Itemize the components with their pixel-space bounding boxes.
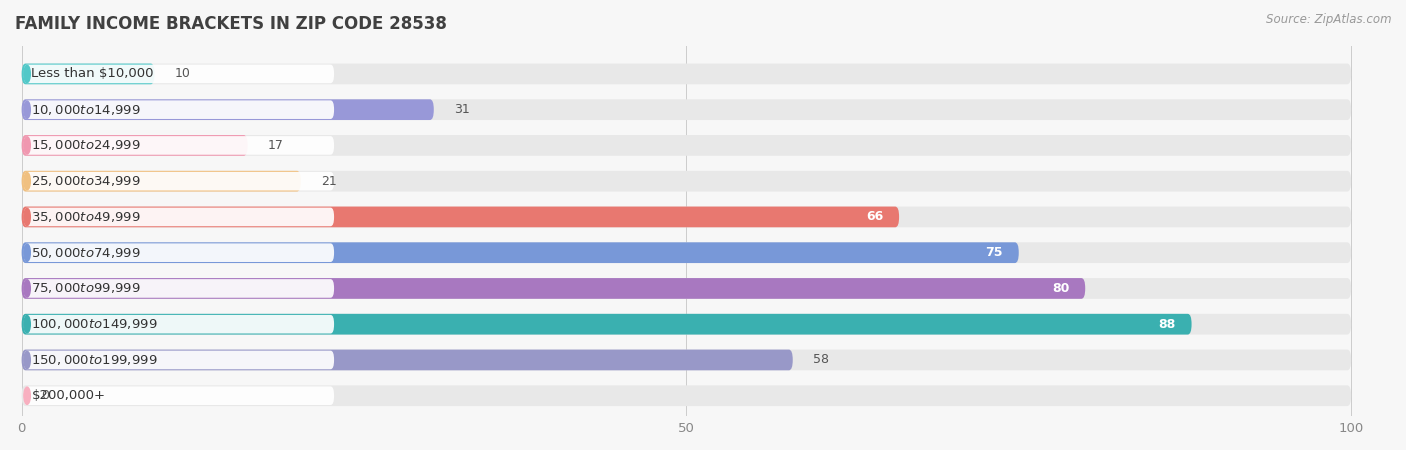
Text: Source: ZipAtlas.com: Source: ZipAtlas.com xyxy=(1267,14,1392,27)
FancyBboxPatch shape xyxy=(24,315,335,333)
Text: 80: 80 xyxy=(1052,282,1070,295)
Text: 0: 0 xyxy=(42,389,49,402)
FancyBboxPatch shape xyxy=(24,387,335,405)
FancyBboxPatch shape xyxy=(21,99,434,120)
Text: $25,000 to $34,999: $25,000 to $34,999 xyxy=(31,174,141,188)
Text: 21: 21 xyxy=(321,175,336,188)
FancyBboxPatch shape xyxy=(21,350,1351,370)
Circle shape xyxy=(24,280,31,297)
Text: $35,000 to $49,999: $35,000 to $49,999 xyxy=(31,210,141,224)
FancyBboxPatch shape xyxy=(24,207,335,226)
Text: FAMILY INCOME BRACKETS IN ZIP CODE 28538: FAMILY INCOME BRACKETS IN ZIP CODE 28538 xyxy=(15,15,447,33)
Text: 66: 66 xyxy=(866,211,883,224)
FancyBboxPatch shape xyxy=(24,243,335,262)
Text: Less than $10,000: Less than $10,000 xyxy=(31,68,155,81)
FancyBboxPatch shape xyxy=(24,100,335,119)
FancyBboxPatch shape xyxy=(21,278,1351,299)
FancyBboxPatch shape xyxy=(24,279,335,298)
FancyBboxPatch shape xyxy=(21,242,1351,263)
Circle shape xyxy=(24,315,31,333)
Circle shape xyxy=(24,101,31,118)
Circle shape xyxy=(24,172,31,190)
FancyBboxPatch shape xyxy=(21,207,898,227)
FancyBboxPatch shape xyxy=(24,65,335,83)
Text: $15,000 to $24,999: $15,000 to $24,999 xyxy=(31,139,141,153)
FancyBboxPatch shape xyxy=(21,207,1351,227)
Circle shape xyxy=(24,351,31,369)
Text: $10,000 to $14,999: $10,000 to $14,999 xyxy=(31,103,141,117)
Text: $100,000 to $149,999: $100,000 to $149,999 xyxy=(31,317,157,331)
Text: $50,000 to $74,999: $50,000 to $74,999 xyxy=(31,246,141,260)
FancyBboxPatch shape xyxy=(21,63,1351,84)
FancyBboxPatch shape xyxy=(21,135,247,156)
FancyBboxPatch shape xyxy=(24,351,335,369)
FancyBboxPatch shape xyxy=(21,314,1191,334)
FancyBboxPatch shape xyxy=(21,350,793,370)
Circle shape xyxy=(24,244,31,261)
Text: $150,000 to $199,999: $150,000 to $199,999 xyxy=(31,353,157,367)
FancyBboxPatch shape xyxy=(21,171,1351,192)
Circle shape xyxy=(24,208,31,225)
FancyBboxPatch shape xyxy=(21,171,301,192)
Text: 75: 75 xyxy=(986,246,1002,259)
FancyBboxPatch shape xyxy=(21,63,155,84)
FancyBboxPatch shape xyxy=(21,314,1351,334)
FancyBboxPatch shape xyxy=(24,136,335,155)
FancyBboxPatch shape xyxy=(21,385,1351,406)
FancyBboxPatch shape xyxy=(21,242,1019,263)
Circle shape xyxy=(24,137,31,154)
Text: $200,000+: $200,000+ xyxy=(31,389,105,402)
Text: 88: 88 xyxy=(1159,318,1175,331)
Text: 17: 17 xyxy=(267,139,284,152)
Circle shape xyxy=(24,65,31,82)
FancyBboxPatch shape xyxy=(21,135,1351,156)
Circle shape xyxy=(24,387,31,405)
Text: 58: 58 xyxy=(813,353,828,366)
Text: $75,000 to $99,999: $75,000 to $99,999 xyxy=(31,281,141,296)
Text: 31: 31 xyxy=(454,103,470,116)
FancyBboxPatch shape xyxy=(21,99,1351,120)
FancyBboxPatch shape xyxy=(24,172,335,190)
FancyBboxPatch shape xyxy=(21,278,1085,299)
Text: 10: 10 xyxy=(174,68,190,81)
